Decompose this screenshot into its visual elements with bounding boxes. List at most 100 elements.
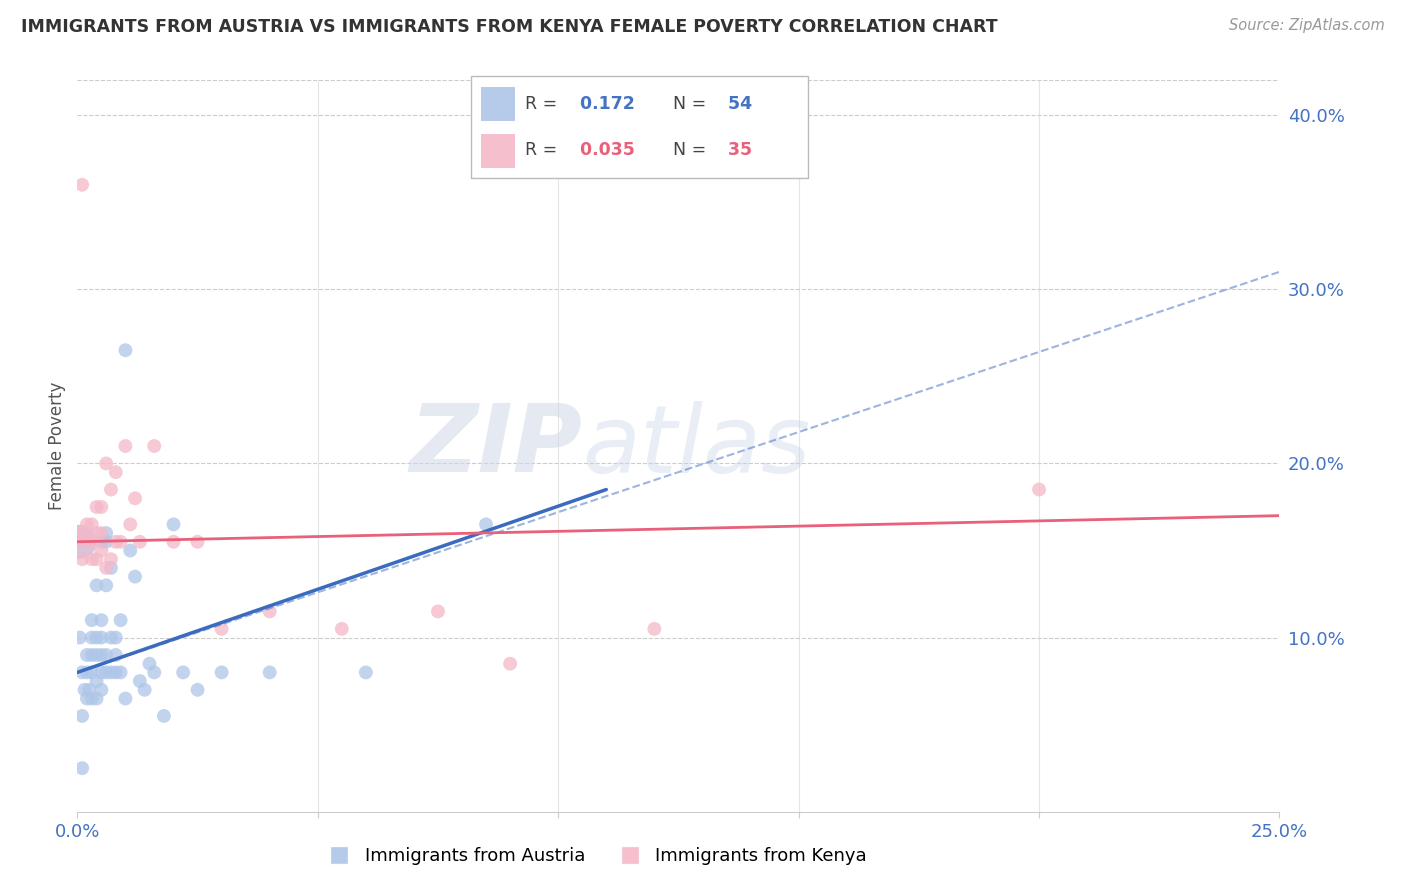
Text: 54: 54: [723, 95, 752, 113]
Point: [96, 561, 118, 575]
Point: [1028, 483, 1050, 497]
Point: [354, 665, 377, 680]
Point: [90, 534, 112, 549]
Point: [114, 343, 136, 358]
Point: [86, 674, 108, 689]
Point: [70, 709, 93, 723]
Point: [80, 613, 103, 627]
FancyBboxPatch shape: [481, 87, 515, 121]
Point: [90, 665, 112, 680]
Text: N =: N =: [673, 95, 707, 113]
Point: [80, 552, 103, 566]
Text: R =: R =: [524, 95, 557, 113]
Point: [172, 665, 194, 680]
Point: [80, 691, 103, 706]
Point: [90, 613, 112, 627]
Point: [69, 534, 91, 549]
Point: [80, 534, 103, 549]
Point: [90, 648, 112, 662]
Point: [76, 691, 98, 706]
Point: [475, 517, 498, 532]
Point: [138, 657, 160, 671]
Point: [96, 665, 118, 680]
Point: [128, 534, 150, 549]
Point: [120, 543, 142, 558]
Point: [96, 648, 118, 662]
Point: [124, 569, 146, 583]
Point: [427, 604, 450, 618]
Point: [86, 552, 108, 566]
Point: [104, 631, 127, 645]
Point: [79, 682, 101, 697]
Point: [86, 631, 108, 645]
Point: [96, 526, 118, 541]
Point: [80, 665, 103, 680]
Point: [70, 665, 93, 680]
Point: [86, 500, 108, 514]
Point: [90, 682, 112, 697]
Point: [90, 543, 112, 558]
Point: [499, 657, 522, 671]
Point: [104, 465, 127, 479]
Point: [104, 534, 127, 549]
Point: [86, 578, 108, 592]
Point: [104, 665, 127, 680]
Point: [124, 491, 146, 506]
Point: [104, 648, 127, 662]
Point: [73, 682, 96, 697]
Point: [134, 682, 156, 697]
Point: [100, 561, 122, 575]
Point: [330, 622, 353, 636]
Point: [187, 682, 209, 697]
Point: [96, 578, 118, 592]
Point: [96, 457, 118, 471]
Y-axis label: Female Poverty: Female Poverty: [48, 382, 66, 510]
Point: [90, 631, 112, 645]
Text: N =: N =: [673, 141, 707, 159]
FancyBboxPatch shape: [471, 76, 808, 178]
Point: [86, 526, 108, 541]
Point: [120, 517, 142, 532]
Point: [110, 665, 132, 680]
Point: [162, 517, 184, 532]
Text: 0.035: 0.035: [574, 141, 634, 159]
Point: [211, 622, 233, 636]
Text: IMMIGRANTS FROM AUSTRIA VS IMMIGRANTS FROM KENYA FEMALE POVERTY CORRELATION CHAR: IMMIGRANTS FROM AUSTRIA VS IMMIGRANTS FR…: [21, 18, 998, 36]
Text: ZIP: ZIP: [409, 400, 582, 492]
Point: [100, 483, 122, 497]
Text: 35: 35: [723, 141, 752, 159]
Point: [114, 439, 136, 453]
Point: [100, 552, 122, 566]
Point: [70, 761, 93, 775]
Point: [80, 517, 103, 532]
Text: 0.172: 0.172: [574, 95, 634, 113]
Point: [90, 500, 112, 514]
Point: [162, 534, 184, 549]
Point: [76, 665, 98, 680]
Point: [259, 604, 281, 618]
Point: [69, 534, 91, 549]
Point: [100, 665, 122, 680]
Point: [114, 691, 136, 706]
Point: [90, 526, 112, 541]
Point: [86, 691, 108, 706]
Point: [76, 648, 98, 662]
Point: [143, 439, 166, 453]
Point: [153, 709, 176, 723]
Point: [110, 613, 132, 627]
Point: [100, 631, 122, 645]
Point: [643, 622, 665, 636]
Point: [86, 648, 108, 662]
FancyBboxPatch shape: [481, 135, 515, 168]
Point: [110, 534, 132, 549]
Point: [69, 631, 91, 645]
Text: R =: R =: [524, 141, 557, 159]
Point: [80, 631, 103, 645]
Point: [96, 534, 118, 549]
Point: [76, 534, 98, 549]
Point: [128, 674, 150, 689]
Point: [143, 665, 166, 680]
Point: [211, 665, 233, 680]
Point: [70, 178, 93, 192]
Text: atlas: atlas: [582, 401, 810, 491]
